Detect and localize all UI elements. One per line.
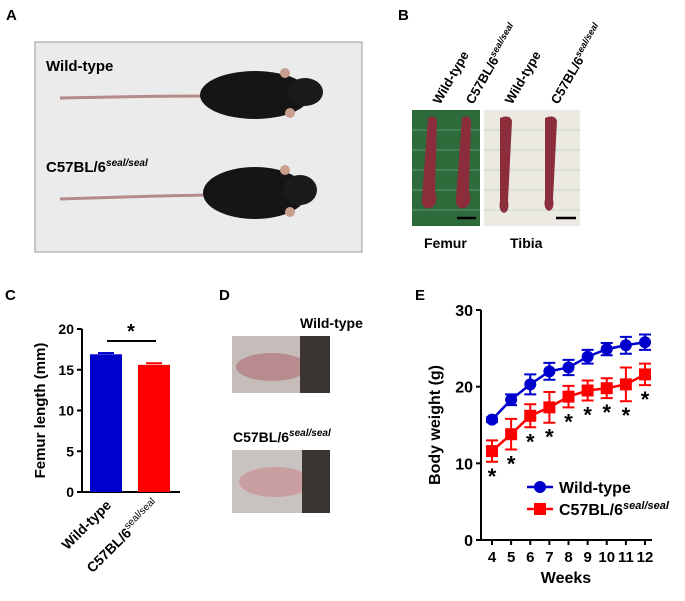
bar	[138, 364, 170, 492]
significance-star: *	[564, 409, 573, 434]
photo-bones	[412, 110, 580, 226]
legend-marker	[534, 503, 546, 515]
data-point-circle	[486, 413, 498, 426]
significance-star: *	[526, 429, 535, 454]
data-point-square	[543, 401, 556, 414]
data-point-circle	[639, 336, 651, 349]
x-tick-label: 10	[598, 549, 615, 566]
x-tick-label: 4	[488, 549, 497, 566]
data-point-square	[639, 368, 651, 381]
panel-letter-c: C	[5, 287, 16, 304]
data-point-circle	[619, 339, 632, 352]
x-tick-label: 11	[618, 549, 634, 566]
significance-star: *	[602, 400, 611, 425]
data-point-square	[524, 409, 537, 422]
legend-label: Wild-type	[559, 480, 631, 497]
label-b-mut2: C57BL/6seal/seal	[547, 21, 606, 107]
y-tick-label: 20	[58, 321, 74, 337]
y-tick-label: 10	[58, 403, 74, 419]
x-tick-label: 5	[507, 549, 515, 566]
legend-label-main: Wild-type	[559, 480, 631, 497]
legend-label: C57BL/6seal/seal	[559, 500, 670, 519]
legend-label-main: C57BL/6	[559, 502, 623, 519]
data-point-square	[619, 378, 632, 391]
label-femur: Femur	[424, 235, 467, 251]
legend-label-sup: seal/seal	[623, 500, 670, 512]
legend-marker	[534, 481, 546, 493]
data-point-square	[562, 390, 575, 403]
significance-star: *	[127, 321, 135, 343]
label-d-mut: C57BL/6seal/seal	[233, 428, 331, 445]
data-point-circle	[543, 365, 556, 378]
y-tick-label: 20	[455, 380, 473, 397]
label-mutant: C57BL/6seal/seal	[46, 158, 148, 176]
photo-paw-mutant	[232, 450, 330, 513]
photo-paw-wild-type	[232, 336, 330, 393]
significance-star: *	[545, 425, 554, 450]
panel-letter-b: B	[398, 7, 409, 24]
x-tick-label-sup: seal/seal	[122, 496, 158, 532]
label-wild-type: Wild-type	[46, 58, 113, 75]
significance-star: *	[583, 402, 592, 427]
y-tick-label: 15	[58, 362, 74, 378]
label-tibia: Tibia	[510, 235, 543, 251]
significance-star: *	[622, 403, 631, 428]
y-tick-label: 0	[66, 484, 74, 500]
y-tick-label: 30	[455, 303, 473, 320]
panel-letter-e: E	[415, 287, 425, 304]
significance-star: *	[488, 464, 497, 489]
data-point-square	[600, 382, 613, 395]
y-tick-label: 10	[455, 456, 473, 473]
significance-star: *	[507, 452, 516, 477]
label-b-wt2: Wild-type	[502, 48, 544, 106]
y-axis-label: Body weight (g)	[427, 365, 444, 485]
x-tick-label-main: C57BL/6	[83, 525, 134, 576]
data-point-square	[505, 428, 518, 441]
data-point-square	[581, 384, 594, 397]
x-tick-label: 6	[526, 549, 534, 566]
x-axis-label: Weeks	[541, 570, 592, 587]
bar	[90, 354, 122, 492]
panel-letter-d: D	[219, 287, 230, 304]
x-tick-label: 12	[637, 549, 654, 566]
data-point-circle	[524, 378, 537, 391]
label-d-wt: Wild-type	[300, 315, 363, 331]
y-tick-label: 5	[66, 443, 74, 459]
x-tick-label: 8	[564, 549, 572, 566]
data-point-circle	[581, 350, 594, 363]
x-tick-label: 9	[583, 549, 591, 566]
data-point-circle	[505, 393, 518, 406]
data-point-circle	[600, 343, 613, 356]
photo-mice	[34, 41, 363, 253]
panel-letter-a: A	[6, 7, 17, 24]
data-point-square	[486, 445, 498, 458]
significance-star: *	[641, 387, 650, 412]
data-point-circle	[562, 361, 575, 374]
y-axis-label: Femur length (mm)	[32, 343, 49, 479]
y-tick-label: 0	[464, 533, 473, 550]
x-tick-label: 7	[545, 549, 553, 566]
